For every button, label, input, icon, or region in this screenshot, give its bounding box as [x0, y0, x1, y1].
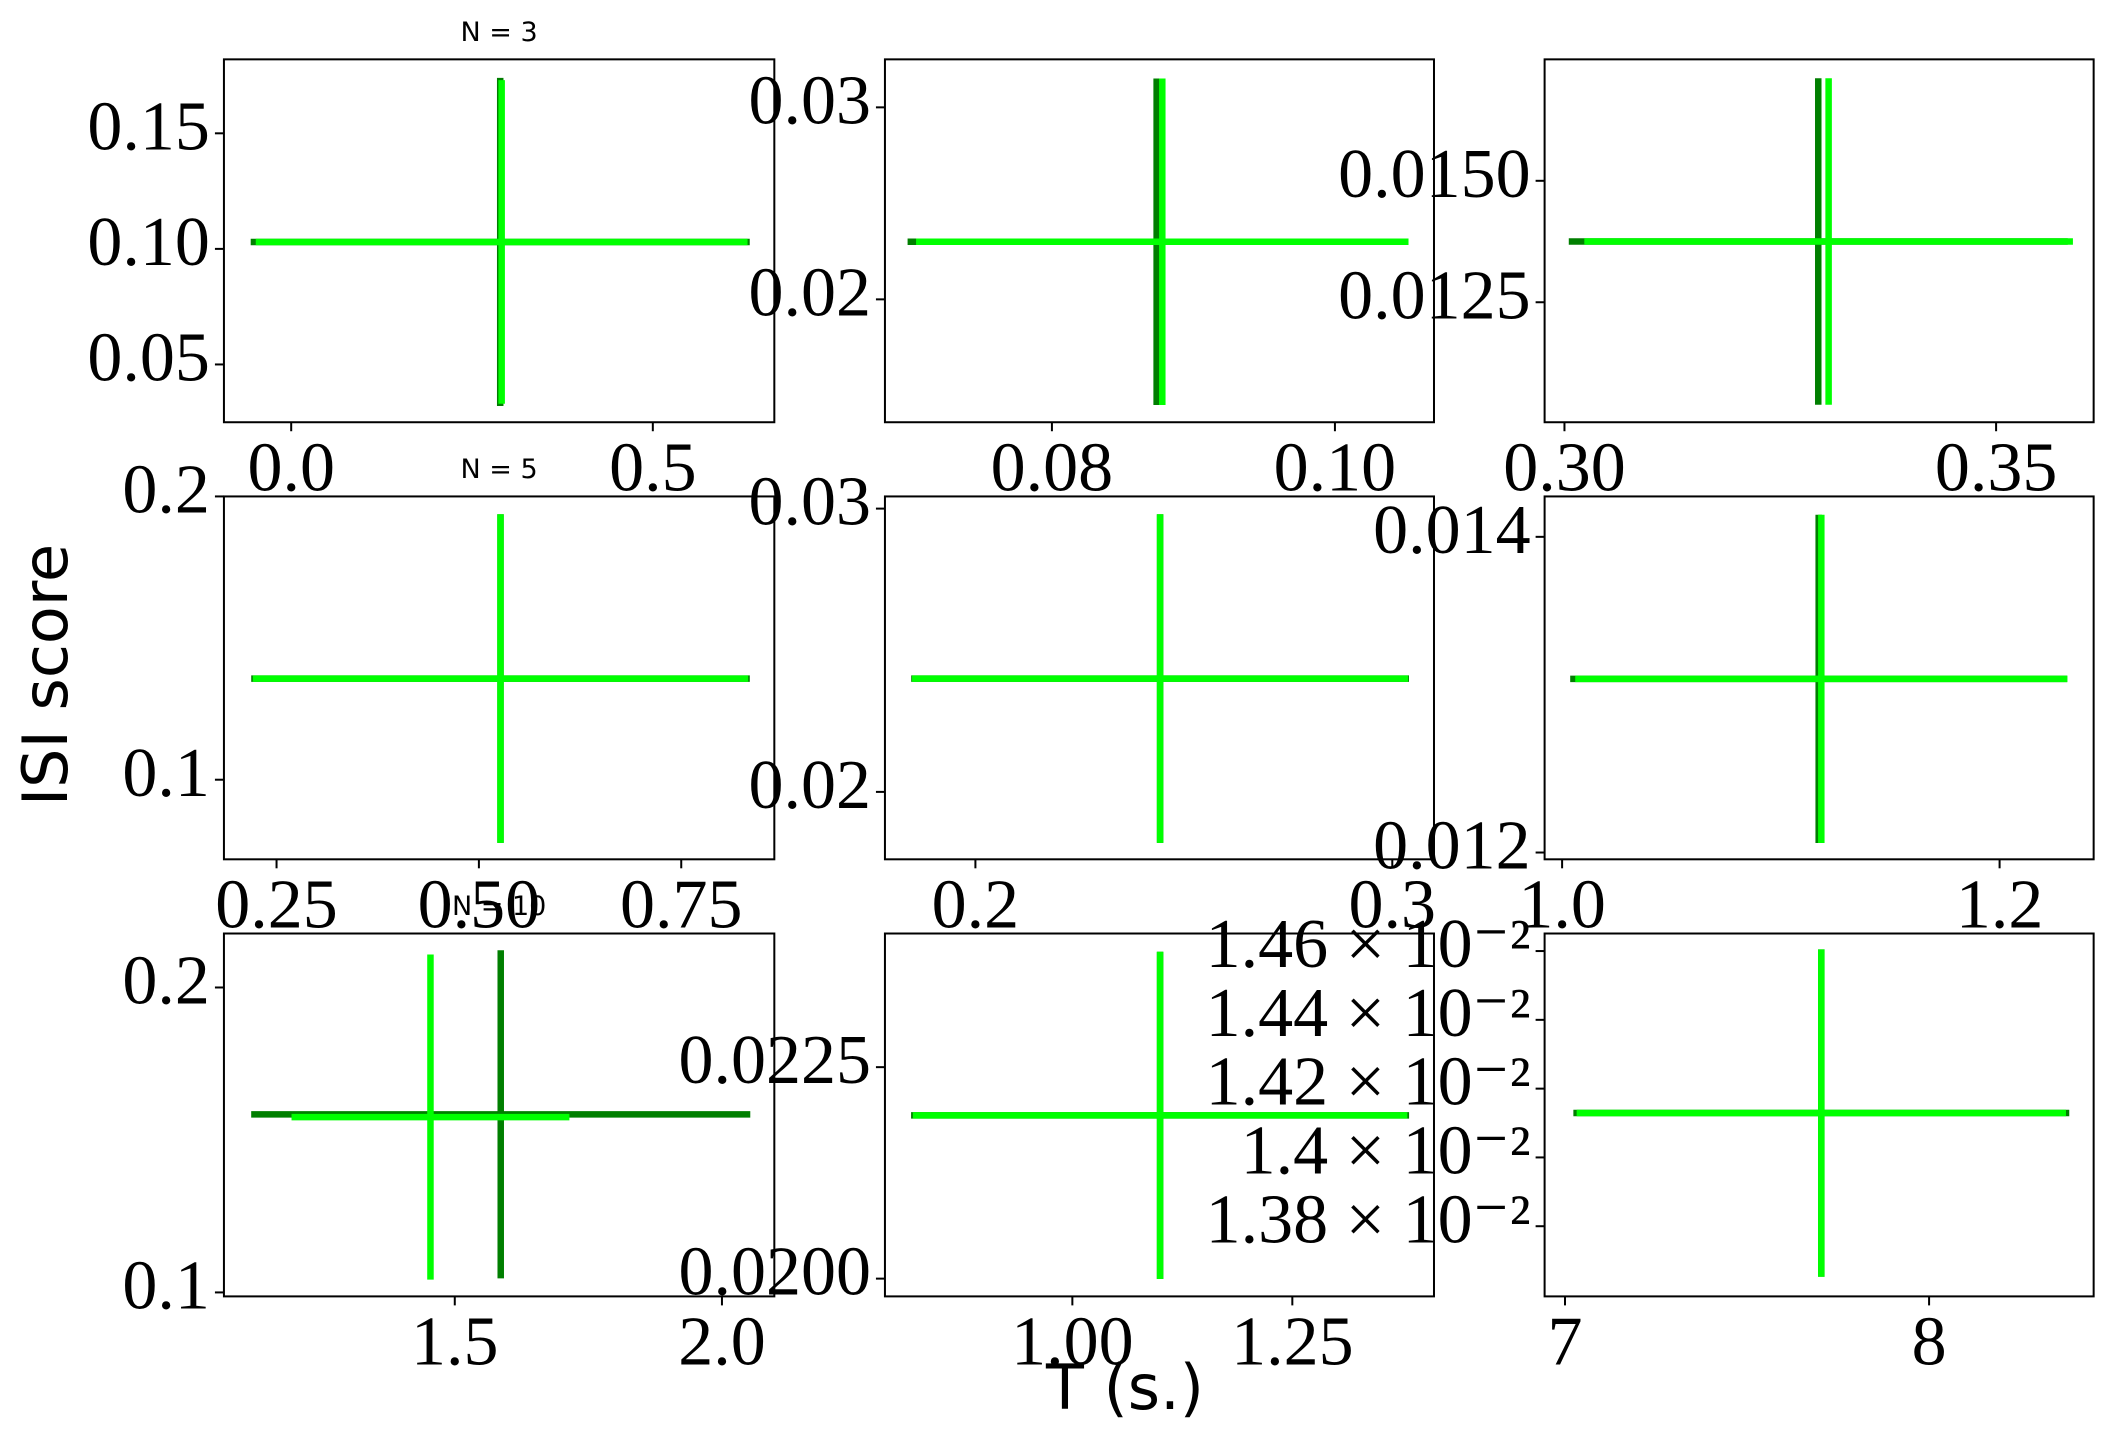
x-tick-label: 1.25 — [1231, 1303, 1354, 1380]
y-tick-label: 1.4 × 10⁻² — [1241, 1112, 1531, 1189]
axes-frame — [883, 495, 1435, 861]
panel-title: N = 5 — [461, 454, 538, 485]
y-tick-label: 1.38 × 10⁻² — [1206, 1181, 1531, 1258]
y-tick-label: 0.10 — [87, 204, 210, 281]
y-tick-label: 1.46 × 10⁻² — [1206, 906, 1531, 983]
y-tick-label: 0.014 — [1373, 492, 1531, 569]
axes-frame — [883, 932, 1435, 1298]
x-tick-label: 0.75 — [620, 866, 743, 943]
y-tick-label: 0.05 — [87, 320, 210, 397]
x-tick-label: 7 — [1547, 1303, 1582, 1380]
y-tick-label: 0.02 — [748, 254, 871, 331]
y-axis-label: ISI score — [9, 544, 82, 806]
y-tick-label: 0.2 — [122, 451, 210, 528]
y-tick-label: 0.2 — [122, 943, 210, 1020]
panel-title: N = 10 — [452, 891, 546, 922]
y-tick-label: 0.03 — [748, 62, 871, 139]
y-tick-label: 0.1 — [122, 735, 210, 812]
y-tick-label: 1.42 × 10⁻² — [1206, 1044, 1531, 1121]
y-tick-label: 0.0150 — [1338, 136, 1531, 213]
x-tick-label: 2.0 — [678, 1303, 766, 1380]
y-tick-label: 0.0225 — [678, 1022, 871, 1099]
x-tick-label: 1.2 — [1956, 866, 2044, 943]
y-tick-label: 0.012 — [1373, 808, 1531, 885]
y-tick-label: 0.0200 — [678, 1234, 871, 1311]
x-tick-label: 0.3 — [1349, 866, 1437, 943]
y-tick-label: 0.1 — [122, 1247, 210, 1324]
axes-frame — [883, 58, 1435, 424]
x-tick-label: 0.50 — [418, 866, 541, 943]
axes-frame — [222, 58, 776, 424]
x-axis-label: T (s.) — [1045, 1351, 1204, 1424]
y-tick-label: 0.0125 — [1338, 257, 1531, 334]
axes-frame — [1543, 58, 2095, 424]
x-tick-label: 8 — [1912, 1303, 1947, 1380]
x-tick-label: 0.0 — [247, 429, 335, 506]
x-tick-label: 1.0 — [1518, 866, 1606, 943]
y-tick-label: 0.15 — [87, 88, 210, 165]
x-tick-label: 0.2 — [932, 866, 1020, 943]
x-tick-label: 1.5 — [411, 1303, 499, 1380]
panel-title: N = 3 — [461, 17, 538, 48]
x-tick-label: 0.35 — [1935, 429, 2058, 506]
axes-frame — [1543, 932, 2095, 1298]
axes-frame — [1543, 495, 2095, 861]
x-tick-label: 1.00 — [1011, 1303, 1134, 1380]
x-tick-label: 0.08 — [991, 429, 1114, 506]
axes-frame — [222, 932, 776, 1298]
y-tick-label: 1.44 × 10⁻² — [1206, 975, 1531, 1052]
x-tick-label: 0.25 — [215, 866, 338, 943]
y-tick-label: 0.03 — [748, 464, 871, 541]
x-tick-label: 0.30 — [1503, 429, 1626, 506]
x-tick-label: 0.10 — [1274, 429, 1397, 506]
axes-frame — [222, 495, 776, 861]
y-tick-label: 0.02 — [748, 747, 871, 824]
x-tick-label: 0.5 — [609, 429, 697, 506]
